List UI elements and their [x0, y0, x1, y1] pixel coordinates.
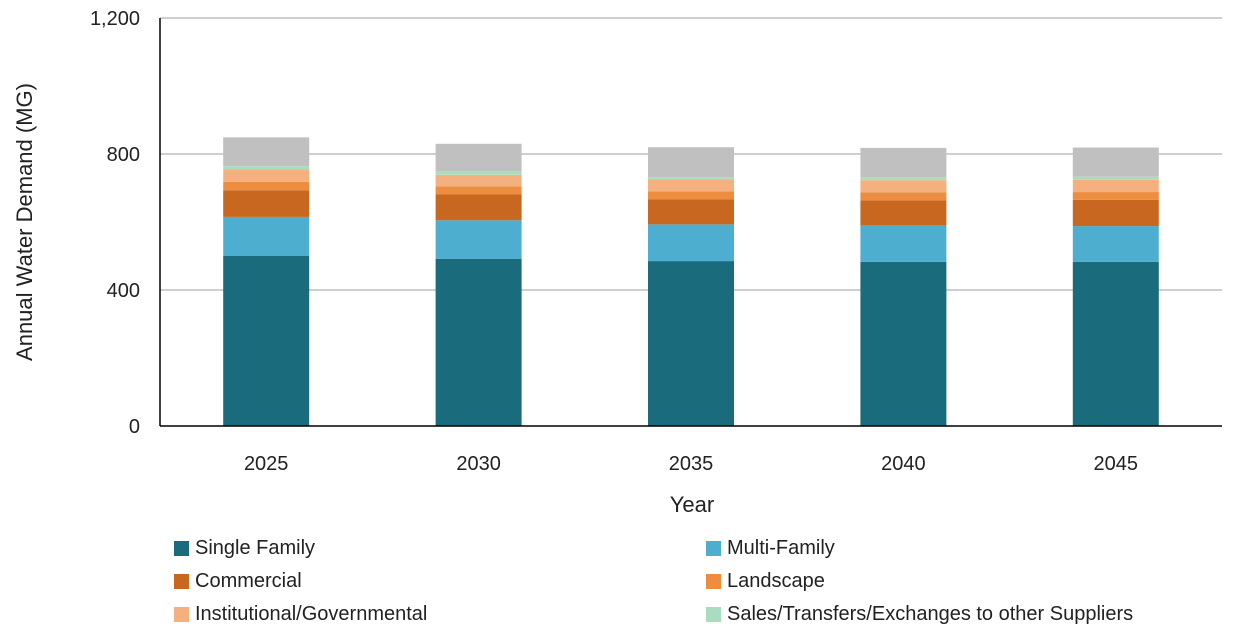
- bar-segment: [435, 174, 522, 187]
- bar-segment: [860, 192, 947, 201]
- legend-label: Sales/Transfers/Exchanges to other Suppl…: [727, 603, 1134, 626]
- bar-segment: [435, 258, 522, 426]
- y-axis-title: Annual Water Demand (MG): [12, 83, 37, 361]
- legend-swatch: [174, 540, 189, 556]
- bar-segment: [1072, 261, 1159, 426]
- bar-segment: [860, 200, 947, 226]
- bar-segment: [223, 169, 310, 182]
- bar-segment: [435, 171, 522, 175]
- y-tick-label: 1,200: [90, 8, 140, 30]
- bar-segment: [223, 256, 310, 426]
- legend-swatch: [706, 607, 721, 623]
- axes: [159, 18, 1222, 427]
- bar-segment: [860, 225, 947, 262]
- x-tick-label: 2045: [1094, 453, 1139, 475]
- bar-segment: [648, 147, 734, 178]
- legend-swatch: [706, 573, 721, 589]
- x-tick-labels: 2025 2030 2035 2040 2045: [244, 453, 1138, 475]
- legend-item: Commercial: [174, 567, 706, 595]
- bar-segment: [223, 190, 310, 217]
- legend-label: Institutional/Governmental: [195, 603, 428, 626]
- x-axis-title: Year: [670, 492, 714, 517]
- legend-swatch: [174, 573, 189, 589]
- bar-segment: [648, 261, 734, 426]
- legend-label: Multi-Family: [727, 536, 835, 559]
- legend-label: Single Family: [195, 536, 316, 559]
- y-tick-label: 400: [107, 280, 140, 302]
- bar-segment: [1072, 226, 1159, 262]
- y-tick-labels: 0 400 800 1,200: [90, 8, 140, 438]
- bar-segment: [1072, 179, 1159, 193]
- x-tick-label: 2035: [669, 453, 714, 475]
- bar-segment: [1072, 176, 1159, 180]
- bar-segment: [1072, 192, 1159, 200]
- legend-label: Landscape: [727, 569, 825, 592]
- bar-segment: [648, 199, 734, 225]
- legend-item: Sales/Transfers/Exchanges to other Suppl…: [706, 601, 1242, 629]
- bar-segment: [648, 224, 734, 262]
- x-tick-label: 2030: [456, 453, 501, 475]
- bar-segment: [860, 147, 947, 178]
- legend-item: Single Family: [174, 534, 706, 562]
- bar-segment: [1072, 199, 1159, 227]
- bar-segment: [435, 186, 522, 195]
- legend-item: Multi-Family: [706, 534, 1242, 562]
- bar-segment: [648, 191, 734, 200]
- stacked-bar-chart: 0 400 800 1,200 2025 2030 2035 2040 2045 Annual…: [12, 8, 1222, 517]
- bar-segment: [223, 137, 310, 167]
- bar-segment: [223, 181, 310, 191]
- bar-segment: [1072, 147, 1159, 177]
- legend: Single Family Multi-Family Commercial Lands…: [174, 534, 1242, 630]
- legend-swatch: [706, 540, 721, 556]
- x-tick-label: 2025: [244, 453, 289, 475]
- legend-item: Landscape: [706, 567, 1242, 595]
- x-tick-label: 2040: [881, 453, 926, 475]
- bar-segment: [435, 220, 522, 259]
- bar-segment: [223, 216, 310, 256]
- bar-segment: [648, 177, 734, 180]
- legend-label: Commercial: [195, 569, 302, 592]
- y-tick-label: 800: [107, 144, 140, 166]
- legend-swatch: [174, 607, 189, 623]
- y-tick-label: 0: [129, 416, 140, 438]
- legend-item: Institutional/Governmental: [174, 601, 706, 629]
- bar-segment: [223, 166, 310, 170]
- bar-segment: [860, 180, 947, 193]
- bar-segment: [435, 143, 522, 172]
- bar-segment: [860, 177, 947, 181]
- bar-segment: [648, 179, 734, 192]
- bar-segment: [435, 194, 522, 221]
- bar-segment: [860, 261, 947, 426]
- bars: [223, 137, 1159, 426]
